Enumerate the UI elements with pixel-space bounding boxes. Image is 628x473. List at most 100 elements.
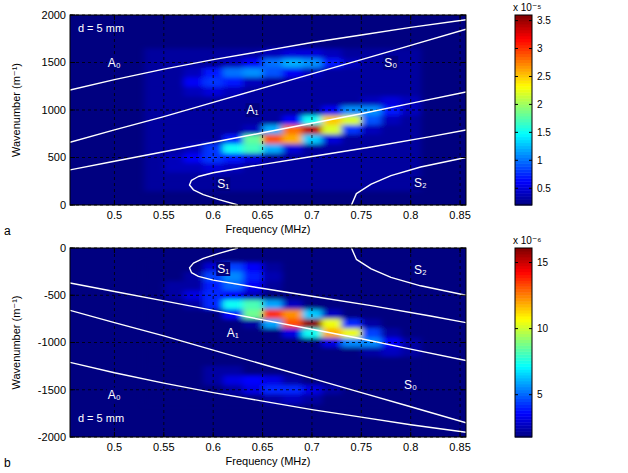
heatmap-cell	[184, 86, 204, 96]
colorbar-tick	[529, 394, 532, 395]
colorbar-swatch	[515, 178, 532, 181]
heatmap-cell	[144, 134, 164, 144]
grid-line	[163, 248, 164, 437]
x-tick-label: 0.85	[449, 209, 470, 221]
x-tick-label: 0.75	[351, 441, 372, 453]
colorbar-swatch	[515, 39, 532, 42]
tick-mark	[70, 157, 75, 158]
heatmap-cell	[223, 77, 243, 87]
grid	[70, 248, 466, 437]
heatmap-cell	[322, 172, 342, 182]
heatmap-cell	[342, 162, 362, 172]
tick-mark	[262, 200, 263, 205]
y-tick-label: -1000	[38, 336, 66, 348]
colorbar-tick	[515, 20, 518, 21]
colorbar-swatch	[515, 30, 532, 33]
heatmap-cell	[263, 300, 283, 310]
colorbar-tick	[529, 132, 532, 133]
heatmap-cell	[381, 124, 401, 134]
heatmap-cell	[164, 77, 184, 87]
colorbar-swatch	[515, 68, 532, 71]
colorbar-tick	[529, 20, 532, 21]
tick-mark	[213, 200, 214, 205]
colorbar-tick-label: 15	[537, 257, 549, 268]
x-tick-label: 0.5	[107, 441, 122, 453]
heatmap-cell	[361, 134, 381, 144]
curve-label: S₂	[414, 176, 427, 190]
colorbar-swatch	[515, 21, 532, 24]
colorbar-swatch	[515, 146, 532, 149]
label-patch	[413, 263, 428, 277]
colorbar-swatch	[515, 80, 532, 83]
tick-mark	[461, 342, 466, 343]
heatmap-cell	[184, 134, 204, 144]
heatmap-cell	[164, 309, 184, 319]
heatmap-cell	[282, 300, 302, 310]
colorbar-swatch	[515, 57, 532, 60]
heatmap-cell	[164, 394, 184, 404]
colorbar-swatch	[515, 122, 532, 125]
heatmap-cell	[263, 291, 283, 301]
colorbar-frame	[515, 248, 532, 437]
heatmap-cell	[164, 181, 184, 191]
heatmap-cell	[164, 272, 184, 282]
heatmap-cell	[322, 77, 342, 87]
heatmap-cell	[144, 366, 164, 376]
tick-mark	[70, 110, 75, 111]
colorbar-swatch	[515, 381, 532, 384]
colorbar-swatch	[515, 413, 532, 416]
heatmap-cell	[243, 300, 263, 310]
y-tick-label: -1500	[38, 384, 66, 396]
heatmap-cell	[361, 309, 381, 319]
colorbar-swatch	[515, 119, 532, 122]
heatmap-cell	[381, 115, 401, 125]
tick-mark	[70, 15, 75, 16]
colorbar-tick	[515, 262, 518, 263]
tick-mark	[461, 62, 466, 63]
annotation: d = 5 mm	[78, 412, 124, 424]
heatmap-cell	[144, 357, 164, 367]
colorbar-swatch	[515, 298, 532, 301]
colorbar-swatch	[515, 110, 532, 113]
panel-letter: a	[4, 224, 11, 238]
curve-label: S₂	[414, 263, 427, 277]
heatmap	[144, 262, 421, 404]
grid-line	[163, 15, 164, 205]
tick-mark	[461, 248, 466, 249]
colorbar-swatch	[515, 196, 532, 199]
heatmap-cell	[381, 328, 401, 338]
heatmap-cell	[361, 366, 381, 376]
ticks	[70, 248, 466, 437]
heatmap-cell	[342, 67, 362, 77]
colorbar-swatch	[515, 372, 532, 375]
tick-mark	[460, 200, 461, 205]
colorbar-swatch	[515, 54, 532, 57]
tick-mark	[70, 342, 75, 343]
colorbar-swatch	[515, 331, 532, 334]
heatmap-cell	[184, 162, 204, 172]
colorbar-swatch	[515, 310, 532, 313]
x-axis-title: Frequency (MHz)	[226, 223, 311, 235]
label-patch	[107, 388, 122, 402]
heatmap-cell	[263, 105, 283, 115]
heatmap-cell	[342, 77, 362, 87]
colorbar-swatch	[515, 422, 532, 425]
heatmap-cell	[164, 86, 184, 96]
colorbar-multiplier: x 10⁻⁶	[513, 235, 541, 246]
colorbar-swatch	[515, 254, 532, 257]
heatmap-cell	[381, 347, 401, 357]
heatmap-cell	[223, 366, 243, 376]
x-tick-label: 0.85	[449, 441, 470, 453]
heatmap-cell	[282, 134, 302, 144]
colorbar-swatch	[515, 137, 532, 140]
dispersion-curve	[70, 362, 466, 432]
heatmap-cell	[144, 394, 164, 404]
heatmap-cell	[164, 319, 184, 329]
y-tick-label: -2000	[38, 431, 66, 443]
label-patch	[383, 56, 398, 70]
colorbar-swatch	[515, 272, 532, 275]
x-tick-label: 0.65	[252, 441, 273, 453]
heatmap-cell	[282, 262, 302, 272]
heatmap-cell	[263, 134, 283, 144]
colorbar-swatch	[515, 375, 532, 378]
